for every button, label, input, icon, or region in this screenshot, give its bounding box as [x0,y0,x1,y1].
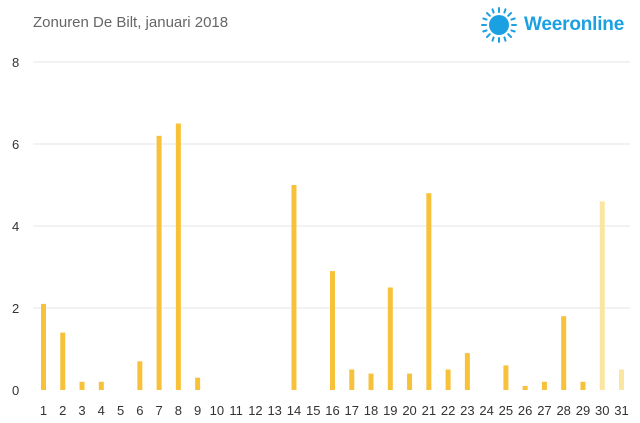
bar [426,193,432,390]
bar [79,381,85,390]
x-tick-label: 3 [78,403,85,418]
bar [137,361,143,390]
x-tick-label: 17 [345,403,359,418]
x-tick-label: 6 [136,403,143,418]
x-tick-label: 18 [364,403,378,418]
bar [387,287,393,390]
x-tick-label: 31 [614,403,628,418]
x-tick-label: 27 [537,403,551,418]
x-tick-label: 12 [248,403,262,418]
x-tick-label: 2 [59,403,66,418]
bar [407,373,413,390]
x-tick-label: 22 [441,403,455,418]
bar [41,303,46,390]
chart-title: Zonuren De Bilt, januari 2018 [33,14,229,31]
y-tick-label: 0 [12,383,19,398]
x-tick-label: 4 [98,403,105,418]
x-tick-label: 14 [287,403,301,418]
bar [503,365,509,390]
x-tick-label: 25 [499,403,513,418]
x-tick-label: 21 [422,403,436,418]
y-tick-label: 6 [12,137,19,152]
bar [330,271,335,390]
x-tick-label: 19 [383,403,397,418]
x-tick-label: 5 [117,403,124,418]
x-tick-label: 29 [576,403,590,418]
bar [619,369,624,390]
bar [349,369,355,390]
bar [561,316,567,390]
x-tick-label: 9 [194,403,201,418]
x-tick-label: 13 [267,403,281,418]
x-tick-label: 1 [40,403,47,418]
x-tick-label: 8 [175,403,182,418]
brand-name: Weeronline [524,14,625,35]
x-tick-label: 20 [402,403,416,418]
bar [522,385,528,390]
sun-logo-icon [481,7,517,43]
x-tick-label: 7 [155,403,162,418]
brand-logo: Weeronline [480,6,624,44]
bar [195,377,201,390]
bar [541,381,547,390]
x-tick-label: 16 [325,403,339,418]
x-axis-ticks: 1 2 3 4 5 6 7 8 9 10 11 12 13 14 15 16 17 18 19 20 21 22 23 24 2… [40,403,629,418]
bar [599,201,605,390]
bar [60,332,66,390]
y-tick-label: 8 [12,55,19,70]
bar [445,369,451,390]
bar [156,135,162,390]
x-tick-label: 26 [518,403,532,418]
bar [368,373,374,390]
bar [98,381,104,390]
x-tick-label: 23 [460,403,474,418]
bars [41,123,624,390]
y-tick-label: 4 [12,219,19,234]
y-axis-ticks: 0 2 4 6 8 [12,55,19,398]
x-tick-label: 15 [306,403,320,418]
bar [175,123,181,390]
y-tick-label: 2 [12,301,19,316]
bar [464,353,470,390]
x-tick-label: 30 [595,403,609,418]
bar [580,381,586,390]
bar [291,185,297,390]
x-tick-label: 11 [229,403,243,418]
x-tick-label: 10 [210,403,224,418]
x-tick-label: 24 [479,403,493,418]
x-tick-label: 28 [556,403,570,418]
